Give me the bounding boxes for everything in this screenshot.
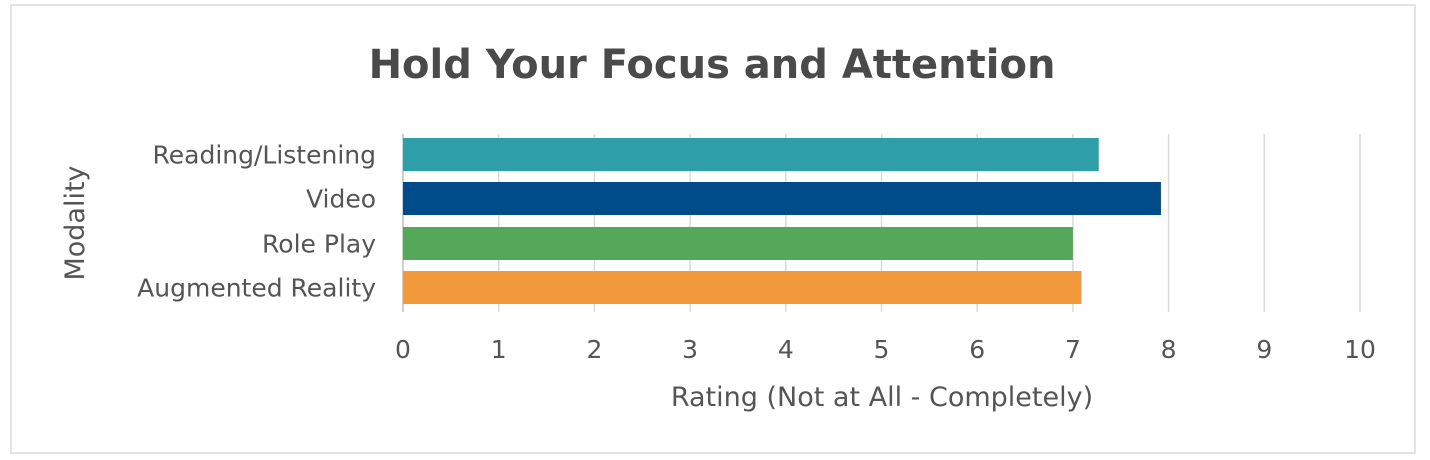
bar (403, 182, 1161, 215)
x-tick-label: 7 (1065, 335, 1081, 364)
chart-title: Hold Your Focus and Attention (369, 42, 1056, 88)
x-tick-label: 10 (1344, 335, 1376, 364)
x-tick-label: 0 (395, 335, 411, 364)
category-label: Reading/Listening (153, 141, 377, 170)
x-axis-title: Rating (Not at All - Completely) (671, 382, 1093, 413)
x-tick-label: 4 (778, 335, 794, 364)
x-tick-label: 6 (969, 335, 985, 364)
x-tick-labels: 0 1 2 3 4 5 6 7 8 9 10 (395, 335, 1376, 364)
bars (403, 138, 1161, 304)
category-labels: Reading/Listening Video Role Play Augmented… (137, 141, 376, 303)
x-tick-label: 5 (874, 335, 890, 364)
category-label: Augmented Reality (137, 274, 376, 303)
x-tick-label: 8 (1161, 335, 1177, 364)
y-axis-title: Modality (60, 165, 91, 280)
x-tick-label: 2 (586, 335, 602, 364)
bar (403, 271, 1082, 304)
category-label: Video (306, 185, 376, 214)
bar (403, 227, 1073, 260)
x-tick-label: 3 (682, 335, 698, 364)
x-tick-label: 9 (1256, 335, 1272, 364)
x-tick-label: 1 (491, 335, 507, 364)
bar (403, 138, 1099, 171)
category-label: Role Play (262, 230, 376, 259)
